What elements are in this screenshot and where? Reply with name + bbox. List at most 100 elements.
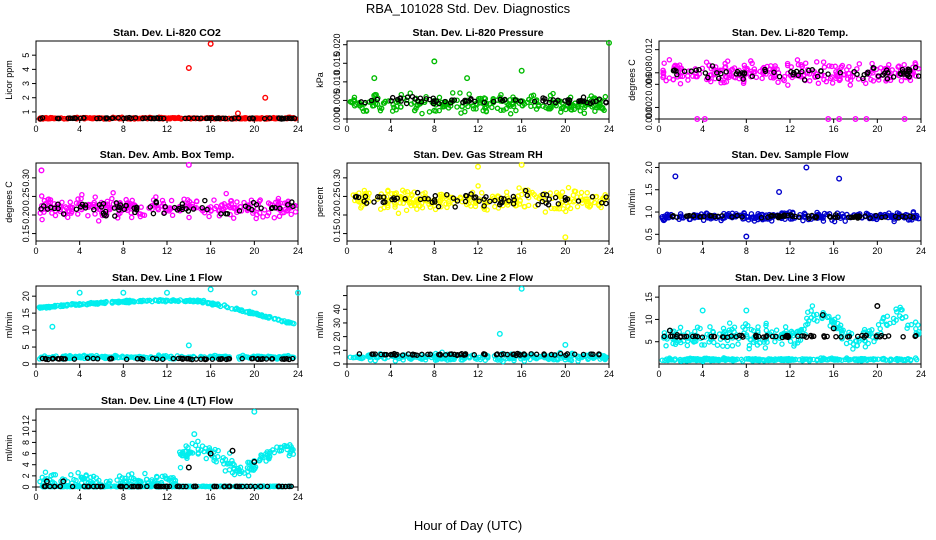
data-point [734, 212, 740, 219]
data-point [135, 477, 142, 484]
x-tick-label: 24 [604, 246, 614, 256]
x-tick-label: 16 [517, 124, 527, 134]
data-point [543, 192, 550, 198]
data-point [862, 213, 868, 219]
data-point [720, 330, 726, 337]
data-point [562, 208, 569, 215]
data-point [66, 483, 72, 490]
data-point [478, 190, 485, 196]
data-point [142, 470, 148, 477]
data-point [733, 334, 740, 340]
data-point [463, 192, 469, 199]
data-point [123, 356, 130, 363]
data-point [283, 115, 290, 121]
data-point [790, 71, 796, 78]
data-point [115, 298, 121, 305]
data-point [129, 197, 135, 204]
data-point [40, 203, 47, 209]
data-point [581, 110, 588, 117]
data-point [599, 355, 606, 361]
data-point [763, 334, 769, 340]
data-point [408, 199, 415, 206]
data-point [591, 199, 598, 206]
data-point [723, 69, 729, 75]
panel-title: Stan. Dev. Amb. Box Temp. [100, 149, 235, 161]
outlier-point [863, 115, 870, 122]
data-point [206, 213, 212, 220]
data-point [854, 333, 861, 340]
x-tick-label: 20 [872, 246, 882, 256]
data-point [764, 339, 770, 345]
outlier-point [562, 234, 569, 241]
data-point [895, 64, 901, 70]
data-point [865, 340, 871, 347]
series-2 [356, 350, 602, 359]
data-point [422, 357, 429, 363]
data-point [369, 351, 375, 357]
y-tick-label: 2 [21, 95, 31, 100]
x-tick-label: 12 [162, 369, 172, 379]
x-tick-label: 8 [432, 124, 437, 134]
data-point [850, 346, 856, 352]
data-point [186, 203, 193, 209]
data-point [835, 314, 841, 320]
data-point [425, 351, 431, 358]
data-point [160, 115, 167, 122]
data-point [199, 204, 205, 211]
data-point [211, 197, 217, 203]
data-point [481, 351, 488, 357]
data-point [481, 203, 487, 209]
y-tick-label: 6 [21, 451, 31, 456]
data-point [913, 213, 919, 220]
data-point [162, 204, 169, 210]
data-point [285, 202, 291, 208]
data-point [784, 62, 791, 69]
data-point [484, 207, 490, 213]
data-points [37, 40, 299, 122]
data-point [57, 483, 64, 490]
outlier-point [185, 464, 192, 471]
data-point [288, 448, 294, 454]
data-point [912, 61, 919, 68]
data-point [848, 214, 855, 221]
data-point [758, 214, 765, 221]
data-point [873, 212, 879, 219]
data-point [363, 107, 370, 114]
data-point [806, 358, 813, 364]
y-tick-label: 0.5 [644, 228, 654, 241]
outlier-point [819, 311, 826, 318]
data-point [861, 71, 867, 78]
data-point [138, 355, 144, 362]
data-point [499, 199, 505, 206]
data-point [404, 94, 411, 100]
data-point [180, 355, 186, 362]
data-point [792, 213, 798, 220]
data-point [856, 213, 862, 219]
x-tick-label: 0 [656, 124, 661, 134]
data-point [781, 77, 787, 84]
x-tick-label: 4 [388, 124, 393, 134]
data-point [457, 90, 463, 96]
data-point [768, 213, 775, 219]
data-point [771, 69, 777, 76]
data-point [741, 62, 748, 69]
x-tick-label: 4 [77, 246, 82, 256]
data-point [222, 115, 229, 122]
y-tick-label: 10 [332, 345, 342, 355]
data-point [548, 205, 554, 211]
outlier-point [207, 40, 214, 47]
x-tick-label: 0 [33, 369, 38, 379]
series-2 [358, 93, 609, 107]
data-point [371, 102, 377, 109]
x-tick-label: 8 [744, 124, 749, 134]
x-tick-label: 16 [206, 369, 216, 379]
data-point [238, 115, 245, 122]
x-tick-label: 0 [33, 124, 38, 134]
data-point [41, 483, 48, 490]
data-point [444, 204, 450, 211]
x-tick-label: 20 [872, 124, 882, 134]
data-point [779, 341, 785, 347]
data-point [736, 71, 743, 77]
data-point [160, 356, 166, 362]
data-point [75, 470, 81, 476]
